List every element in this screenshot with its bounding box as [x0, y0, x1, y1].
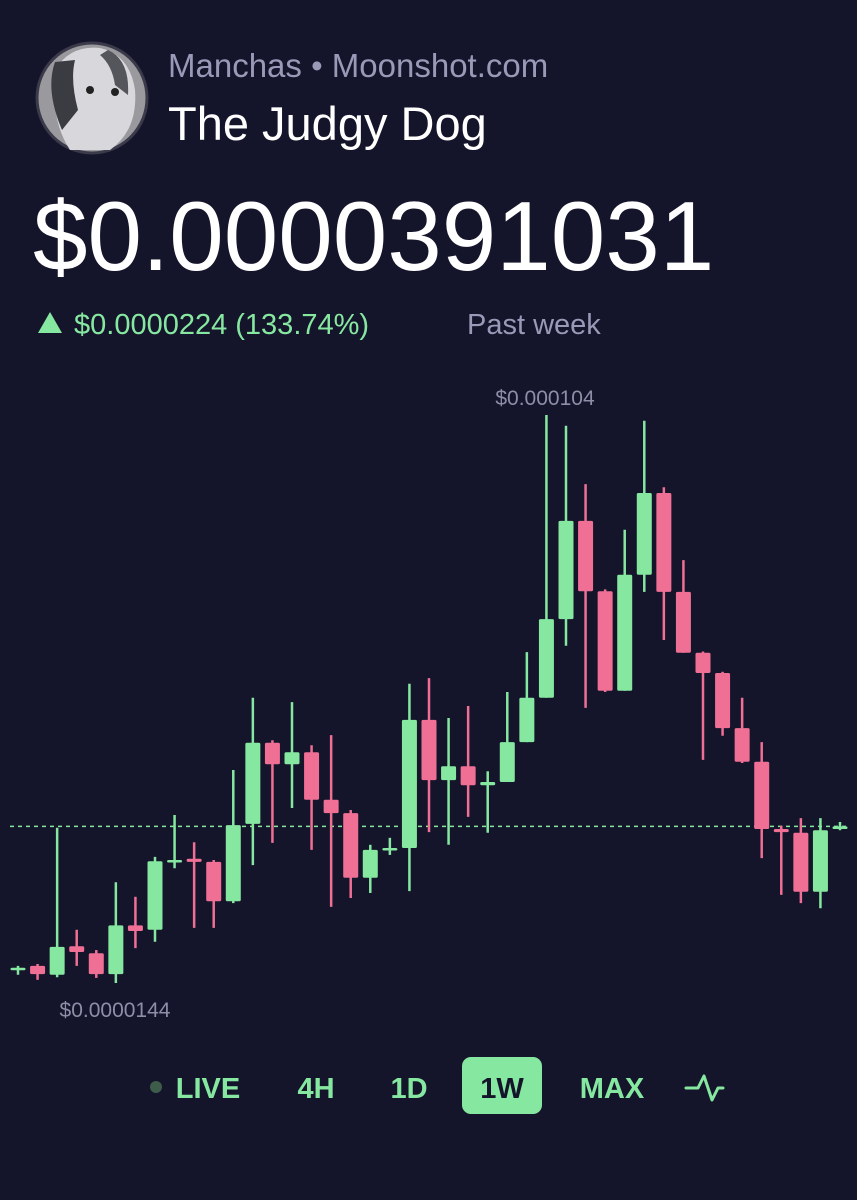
- candle-body: [558, 520, 574, 620]
- dog-eye: [111, 88, 119, 96]
- candle-body: [323, 799, 339, 814]
- tab[interactable]: 4H: [297, 1073, 334, 1105]
- dog-eye: [86, 86, 94, 94]
- candle-body: [206, 861, 222, 902]
- candle-body: [578, 520, 594, 592]
- candle-body: [127, 925, 143, 932]
- candle-body: [675, 591, 691, 653]
- token-name: The Judgy Dog: [168, 97, 487, 150]
- avatar[interactable]: [35, 41, 149, 155]
- candle-body: [343, 813, 359, 878]
- candle-body: [167, 860, 183, 863]
- low-label: $0.0000144: [60, 999, 171, 1022]
- candle-body: [715, 673, 731, 729]
- candle-body: [812, 830, 828, 892]
- candle-body: [617, 574, 633, 691]
- candle-body: [695, 652, 711, 674]
- candle-body: [108, 925, 124, 975]
- candle-body: [793, 832, 809, 892]
- tab[interactable]: 1W: [480, 1073, 524, 1105]
- candle-body: [421, 719, 437, 781]
- candle-body: [597, 591, 613, 691]
- candle-body: [656, 492, 672, 592]
- candle-body: [480, 782, 496, 786]
- candle-body: [460, 766, 476, 786]
- candle-body: [382, 847, 398, 851]
- high-label: $0.000104: [495, 387, 595, 410]
- price-change: $0.0000224 (133.74%): [74, 309, 369, 341]
- live-dot: [150, 1081, 162, 1093]
- candle-body: [69, 946, 85, 952]
- tab-highlight: [462, 1057, 542, 1114]
- tab[interactable]: MAX: [580, 1073, 645, 1105]
- candle-body: [264, 742, 280, 765]
- candle-body: [754, 761, 770, 829]
- candle-body: [519, 697, 535, 743]
- dog-ear: [100, 50, 129, 95]
- candle-body: [186, 858, 202, 862]
- dog-ear: [51, 60, 78, 130]
- source[interactable]: Manchas • Moonshot.com: [168, 47, 548, 84]
- candle-body: [636, 492, 652, 575]
- candle-body: [832, 826, 848, 829]
- candle-body: [304, 752, 320, 800]
- candle-body: [225, 825, 241, 902]
- candle-body: [147, 861, 163, 930]
- candle-body: [441, 766, 457, 781]
- candle-body: [499, 742, 515, 783]
- candle-body: [245, 742, 261, 824]
- candle-body: [734, 728, 750, 762]
- candle-body: [49, 946, 65, 975]
- candle-body: [401, 719, 417, 848]
- candle-body: [88, 953, 104, 975]
- chart: $0.000104 $0.0000144: [10, 387, 850, 1022]
- up-arrow: [38, 312, 62, 333]
- candle-body: [30, 965, 46, 975]
- tab[interactable]: 1D: [390, 1073, 427, 1105]
- period: Past week: [467, 309, 601, 341]
- tab[interactable]: LIVE: [176, 1073, 240, 1105]
- chart-type-icon[interactable]: [684, 1074, 725, 1102]
- candle-body: [362, 849, 378, 878]
- candle-body: [538, 619, 554, 698]
- candle-body: [284, 752, 300, 765]
- candle-body: [10, 967, 26, 971]
- timeframe-nav: LIVE 4H 1D 1W MAX: [150, 1057, 725, 1114]
- price: $0.0000391031: [33, 181, 714, 291]
- candle-body: [773, 828, 789, 833]
